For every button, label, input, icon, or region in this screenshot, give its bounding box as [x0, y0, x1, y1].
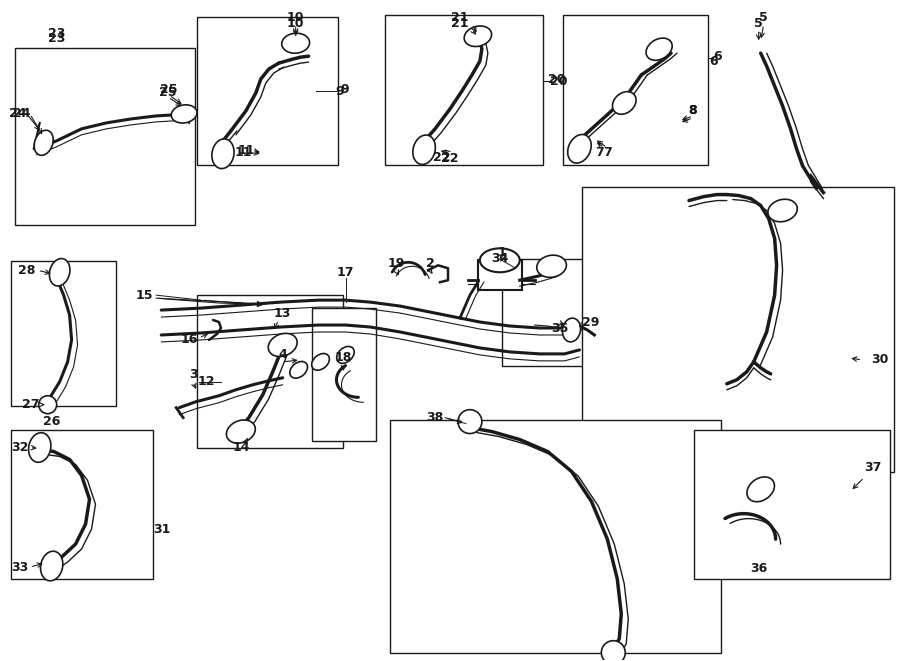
Ellipse shape	[480, 249, 519, 272]
Text: 21: 21	[451, 11, 469, 24]
Ellipse shape	[282, 33, 310, 53]
Circle shape	[458, 410, 482, 434]
Ellipse shape	[290, 362, 308, 378]
Text: 7: 7	[595, 146, 604, 159]
Text: 25: 25	[159, 85, 177, 98]
Circle shape	[601, 641, 626, 661]
Text: 6: 6	[709, 55, 717, 67]
Ellipse shape	[562, 318, 580, 342]
Ellipse shape	[34, 130, 53, 155]
Text: 22: 22	[441, 152, 459, 165]
Bar	[197, 295, 344, 447]
Circle shape	[39, 396, 57, 414]
Text: 1: 1	[498, 246, 506, 259]
Bar	[197, 17, 338, 165]
Ellipse shape	[212, 139, 234, 169]
Text: 36: 36	[750, 563, 768, 576]
Text: 27: 27	[22, 398, 40, 411]
Text: 38: 38	[426, 411, 443, 424]
Ellipse shape	[768, 199, 797, 222]
Ellipse shape	[268, 333, 297, 356]
Text: 20: 20	[550, 75, 567, 87]
Ellipse shape	[536, 255, 566, 278]
Text: 26: 26	[43, 415, 60, 428]
Text: 3: 3	[189, 368, 197, 381]
Bar	[11, 261, 116, 406]
Bar	[391, 420, 721, 652]
Text: 16: 16	[180, 333, 198, 346]
Text: 24: 24	[14, 108, 31, 120]
Text: 19: 19	[388, 256, 405, 270]
Text: 6: 6	[713, 50, 722, 63]
Text: 21: 21	[451, 17, 469, 30]
Text: 28: 28	[18, 264, 35, 277]
Bar	[385, 15, 543, 165]
Bar	[582, 186, 894, 473]
Text: 12: 12	[197, 375, 214, 388]
Text: 8: 8	[688, 104, 698, 118]
Bar	[311, 308, 376, 440]
Text: 33: 33	[11, 561, 29, 574]
Text: 23: 23	[48, 26, 66, 40]
Text: 5: 5	[760, 11, 768, 24]
Text: 34: 34	[491, 252, 508, 265]
Text: 31: 31	[153, 523, 171, 535]
Text: 22: 22	[433, 151, 451, 164]
Text: 8: 8	[688, 104, 698, 118]
Text: 14: 14	[232, 441, 249, 454]
Text: 7: 7	[603, 146, 612, 159]
Text: 25: 25	[160, 83, 178, 96]
Text: 24: 24	[9, 108, 27, 120]
Ellipse shape	[311, 354, 329, 370]
Text: 37: 37	[865, 461, 882, 474]
Ellipse shape	[646, 38, 672, 60]
Bar	[502, 259, 626, 366]
Ellipse shape	[40, 551, 63, 581]
Ellipse shape	[747, 477, 774, 502]
Text: 29: 29	[582, 315, 599, 329]
Text: 11: 11	[234, 146, 252, 159]
Ellipse shape	[337, 346, 355, 364]
Bar	[562, 15, 708, 165]
Text: 10: 10	[287, 11, 304, 24]
Text: 9: 9	[340, 83, 349, 96]
Bar	[11, 430, 153, 579]
Bar	[14, 48, 195, 225]
Ellipse shape	[464, 26, 491, 46]
Text: 32: 32	[11, 441, 29, 454]
Text: 30: 30	[871, 354, 889, 366]
Text: 4: 4	[278, 348, 287, 362]
Bar	[694, 430, 890, 579]
Text: 10: 10	[287, 17, 304, 30]
Text: 35: 35	[551, 321, 568, 334]
Text: 13: 13	[274, 307, 292, 319]
Ellipse shape	[50, 258, 70, 286]
Text: 15: 15	[136, 289, 153, 301]
Bar	[478, 260, 522, 290]
Ellipse shape	[227, 420, 256, 443]
Ellipse shape	[171, 105, 197, 123]
Text: 9: 9	[336, 85, 344, 98]
Text: 5: 5	[754, 17, 763, 30]
Ellipse shape	[568, 134, 591, 163]
Text: 20: 20	[547, 73, 565, 85]
Text: 18: 18	[335, 352, 352, 364]
Text: 17: 17	[337, 266, 355, 279]
Ellipse shape	[413, 135, 436, 165]
Text: 23: 23	[48, 32, 66, 45]
Text: 11: 11	[237, 144, 255, 157]
Ellipse shape	[29, 433, 51, 462]
Text: 2: 2	[426, 256, 435, 270]
Ellipse shape	[613, 92, 636, 114]
